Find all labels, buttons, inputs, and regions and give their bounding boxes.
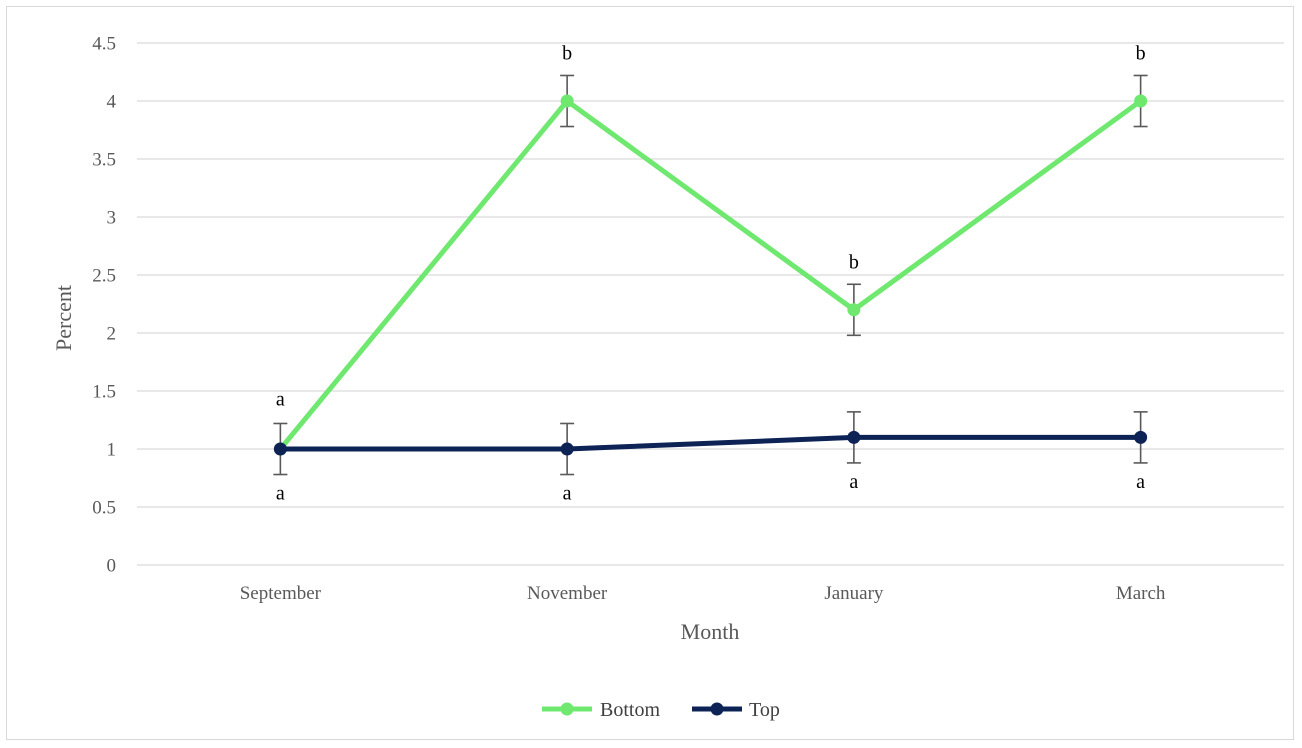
y-tick-label: 4 <box>107 92 117 113</box>
series-line-bottom <box>278 98 1143 451</box>
data-point <box>1134 430 1148 444</box>
chart-frame <box>6 6 1294 740</box>
significance-letter: b <box>1136 42 1146 64</box>
y-tick-label: 0.5 <box>92 498 116 519</box>
series-lines <box>273 74 1148 476</box>
legend-item-top: Top <box>692 699 780 721</box>
x-tick-label: November <box>527 583 608 604</box>
significance-letter: a <box>563 483 572 505</box>
data-point <box>560 442 574 456</box>
y-tick-label: 1.5 <box>92 382 116 403</box>
data-point <box>273 442 287 456</box>
legend-label-bottom: Bottom <box>600 699 660 721</box>
y-axis-ticks: 0 0.5 1 1.5 2 2.5 3 3.5 4 4.5 <box>92 34 116 577</box>
gridlines <box>137 42 1284 566</box>
y-tick-label: 4.5 <box>92 34 116 55</box>
y-tick-label: 3 <box>107 208 117 229</box>
significance-letter: a <box>276 483 285 505</box>
significance-letter: a <box>849 471 858 493</box>
legend-marker-top <box>710 702 724 716</box>
y-axis-title: Percent <box>51 285 76 351</box>
series-line-top <box>280 434 1141 452</box>
x-axis-title: Month <box>681 619 740 644</box>
y-tick-label: 3.5 <box>92 150 116 171</box>
significance-letter: b <box>562 42 572 64</box>
y-tick-label: 2 <box>107 324 117 345</box>
significance-letters: a b b b a a a a <box>276 42 1146 504</box>
y-tick-label: 1 <box>107 440 117 461</box>
significance-letter: b <box>849 251 859 273</box>
significance-letter: a <box>276 388 285 410</box>
legend: Bottom Top <box>542 699 780 721</box>
y-tick-label: 0 <box>107 556 117 577</box>
significance-letter: a <box>1136 471 1145 493</box>
data-point <box>1134 94 1148 108</box>
x-axis-ticks: September November January March <box>240 583 1166 604</box>
y-tick-label: 2.5 <box>92 266 116 287</box>
data-point <box>847 430 861 444</box>
data-point <box>847 303 861 317</box>
x-tick-label: January <box>824 583 884 604</box>
series-bottom <box>273 74 1148 456</box>
legend-marker-bottom <box>560 702 574 716</box>
data-point <box>560 94 574 108</box>
x-tick-label: March <box>1116 583 1166 604</box>
legend-item-bottom: Bottom <box>542 699 660 721</box>
x-tick-label: September <box>240 583 322 604</box>
series-top <box>273 411 1148 476</box>
legend-label-top: Top <box>749 699 780 721</box>
